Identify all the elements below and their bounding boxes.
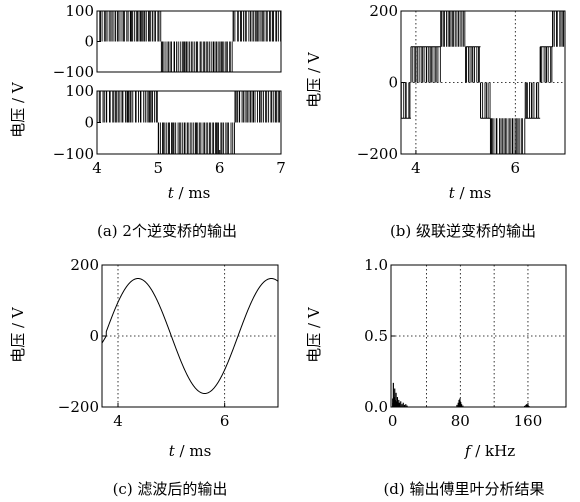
panel-a-upper-plot: 100 0 −100 [53,2,282,81]
panel-d: 电压 / V 1.0 0.5 0.00 80 160 f / kHz (d) 输出傅里叶… [305,256,567,498]
panel-a-sub0-ytick-label: 100 [65,2,94,20]
panel-c-xlabel: t / ms [169,442,212,460]
panel-d-xtick-label: 0 [388,412,398,430]
panel-c-ylabel: 电压 / V [9,306,27,363]
panel-c-ytick-label: 200 [70,256,99,274]
panel-d-ytick-label: 0.0 [364,398,388,416]
panel-d-caption: (d) 输出傅里叶分析结果 [383,480,544,498]
panel-b-ylabel: 电压 / V [305,51,323,108]
panel-d-ylabel: 电压 / V [305,306,323,363]
panel-b-xtick-label: 4 [411,159,421,177]
panel-b-caption: (b) 级联逆变桥的输出 [390,222,536,240]
panel-a-xtick-label: 4 [92,159,102,177]
panel-b-ytick-label: −200 [357,145,398,163]
panel-b-xlabel-unit: / ms [455,184,492,202]
panel-d-xtick-label: 80 [451,412,470,430]
panel-d-ytick-label: 0.5 [364,327,388,345]
panel-a-xtick-label: 5 [154,159,164,177]
panel-a-sub0-ytick-label: 0 [84,33,94,51]
panel-b-xtick-label: 6 [511,159,521,177]
panel-a-caption: (a) 2个逆变桥的输出 [97,222,237,240]
panel-c-xlabel-var: t [169,442,176,460]
panel-c-sine-line [101,277,279,395]
panel-a-sub0-ytick-label: −100 [53,63,94,81]
panel-c-xtick-label: 4 [113,412,123,430]
panel-c: 电压 / V 200 0 −200 4 6 t / ms (c) 滤波后的输出 [9,256,279,498]
panel-a-sub1-ytick-label: 0 [84,114,94,132]
panel-c-xtick-label: 6 [220,412,230,430]
panel-b-xlabel: t / ms [449,184,492,202]
panel-a-xtick-label: 6 [215,159,225,177]
panel-c-plot: 200 0 −200 4 6 [58,256,279,430]
panel-b-ytick-label: 200 [369,2,398,20]
panel-d-ytick-label: 1.0 [364,256,388,274]
panel-d-xlabel: f / kHz [464,442,515,460]
panel-d-xlabel-unit: / kHz [470,442,515,460]
panel-a-xlabel: t / ms [168,184,211,202]
panel-a-sub1-ytick-label: 100 [65,82,94,100]
panel-c-ytick-label: 0 [89,327,99,345]
panel-a-ylabel: 电压 / V [9,81,27,138]
panel-d-xlabel-var: f [464,442,473,460]
panel-b-xlabel-var: t [449,184,456,202]
panel-a-xlabel-var: t [168,184,175,202]
panel-c-caption: (c) 滤波后的输出 [113,480,228,498]
panel-a-xlabel-unit: / ms [174,184,211,202]
panel-c-xlabel-unit: / ms [175,442,212,460]
panel-a-xtick-label: 7 [276,159,286,177]
panel-b-plot: 200 0 −200 4 6 [357,2,566,177]
panel-b: 电压 / V 200 0 −200 4 6 t / ms (b) 级联逆变桥的输出 [305,2,566,240]
panel-a-sub1-ytick-label: −100 [53,145,94,163]
panel-c-ytick-label: −200 [58,398,99,416]
panel-b-ytick-label: 0 [388,74,398,92]
panel-d-plot: 1.0 0.5 0.00 80 160 [364,256,567,430]
panel-d-xtick-label: 160 [514,412,543,430]
